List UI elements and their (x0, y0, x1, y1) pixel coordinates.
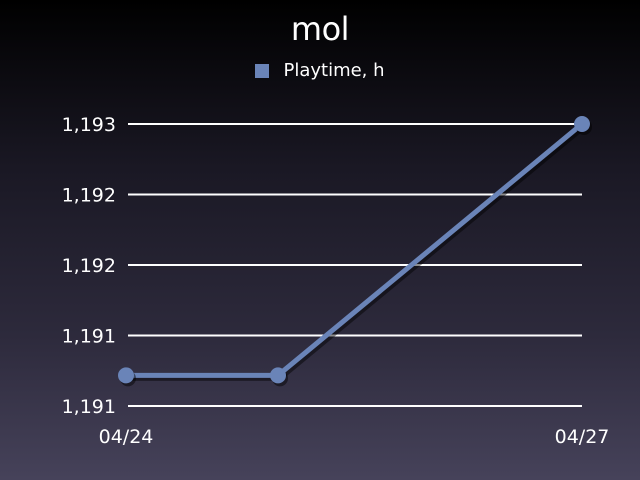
data-point (118, 367, 134, 384)
series-playtime (118, 116, 592, 387)
x-tick-label: 04/24 (99, 426, 154, 448)
legend-swatch (255, 63, 270, 78)
series-line (126, 122, 584, 378)
data-point (574, 116, 590, 132)
y-tick-label: 1,192 (62, 255, 116, 277)
y-axis-tick-labels: 1,193 1,192 1,192 1,191 1,191 (62, 114, 116, 418)
y-tick-label: 1,191 (62, 396, 116, 418)
y-tick-label: 1,192 (62, 185, 116, 207)
chart-title: mol (290, 10, 350, 48)
y-tick-label: 1,193 (62, 114, 116, 136)
x-tick-label: 04/27 (555, 426, 610, 448)
x-axis-tick-labels: 04/24 04/27 (99, 426, 610, 448)
y-tick-label: 1,191 (62, 326, 116, 348)
series-line-shadow (128, 125, 586, 381)
data-point (270, 367, 286, 384)
legend: Playtime, h (0, 60, 640, 81)
gridlines (128, 123, 582, 407)
legend-label: Playtime, h (283, 60, 385, 81)
